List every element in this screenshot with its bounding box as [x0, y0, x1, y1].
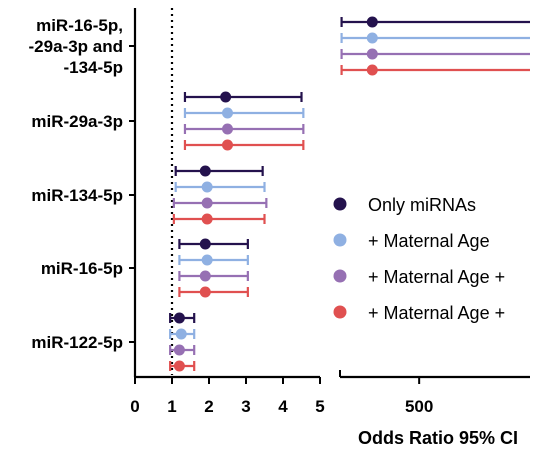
- odds-ratio-point: [201, 197, 213, 209]
- odds-ratio-point: [175, 328, 187, 340]
- legend-marker: [333, 305, 347, 319]
- x-tick-label: 5: [315, 397, 324, 416]
- legend-marker: [333, 269, 347, 283]
- odds-ratio-point: [366, 32, 378, 44]
- category-label: miR-122-5p: [31, 333, 123, 352]
- odds-ratio-point: [222, 107, 233, 119]
- odds-ratio-point: [220, 91, 232, 103]
- legend-label: + Maternal Age +: [368, 267, 505, 287]
- data-layer: [169, 16, 530, 372]
- x-tick-label: 3: [241, 397, 250, 416]
- category-label: -29a-3p and: [29, 37, 123, 56]
- odds-ratio-point: [366, 64, 378, 76]
- odds-ratio-point: [173, 360, 185, 372]
- category-labels: miR-16-5p, -29a-3p and -134-5p miR-29a-3p mi…: [29, 16, 123, 352]
- odds-ratio-point: [199, 238, 211, 250]
- odds-ratio-point: [173, 344, 185, 356]
- legend-label: + Maternal Age: [368, 231, 490, 251]
- category-label: -134-5p: [63, 58, 123, 77]
- odds-ratio-point: [173, 312, 185, 324]
- category-label: miR-134-5p: [31, 186, 123, 205]
- legend-marker: [333, 233, 347, 247]
- category-label: miR-16-5p,: [36, 16, 123, 35]
- x-tick-label: 2: [204, 397, 213, 416]
- x-tick-label: 4: [278, 397, 288, 416]
- odds-ratio-point: [201, 254, 213, 266]
- x-tick-label: 500: [405, 397, 433, 416]
- legend-label: + Maternal Age +: [368, 303, 505, 323]
- odds-ratio-point: [222, 123, 233, 135]
- odds-ratio-point: [199, 270, 211, 282]
- x-axis-title: Odds Ratio 95% CI: [358, 428, 518, 448]
- odds-ratio-point: [201, 213, 213, 225]
- odds-ratio-point: [199, 165, 211, 177]
- legend: Only miRNAs + Maternal Age + Maternal Age …: [333, 195, 505, 323]
- odds-ratio-point: [199, 286, 211, 298]
- legend-label: Only miRNAs: [368, 195, 476, 215]
- odds-ratio-point: [201, 181, 213, 193]
- category-label: miR-29a-3p: [31, 112, 123, 131]
- axis-layer: 0 1 2 3 4 5 500: [129, 8, 530, 416]
- odds-ratio-point: [366, 48, 378, 60]
- x-tick-label: 1: [167, 397, 176, 416]
- odds-ratio-point: [366, 16, 378, 28]
- x-tick-label: 0: [130, 397, 139, 416]
- category-label: miR-16-5p: [41, 259, 123, 278]
- legend-marker: [333, 197, 347, 211]
- odds-ratio-point: [222, 139, 233, 151]
